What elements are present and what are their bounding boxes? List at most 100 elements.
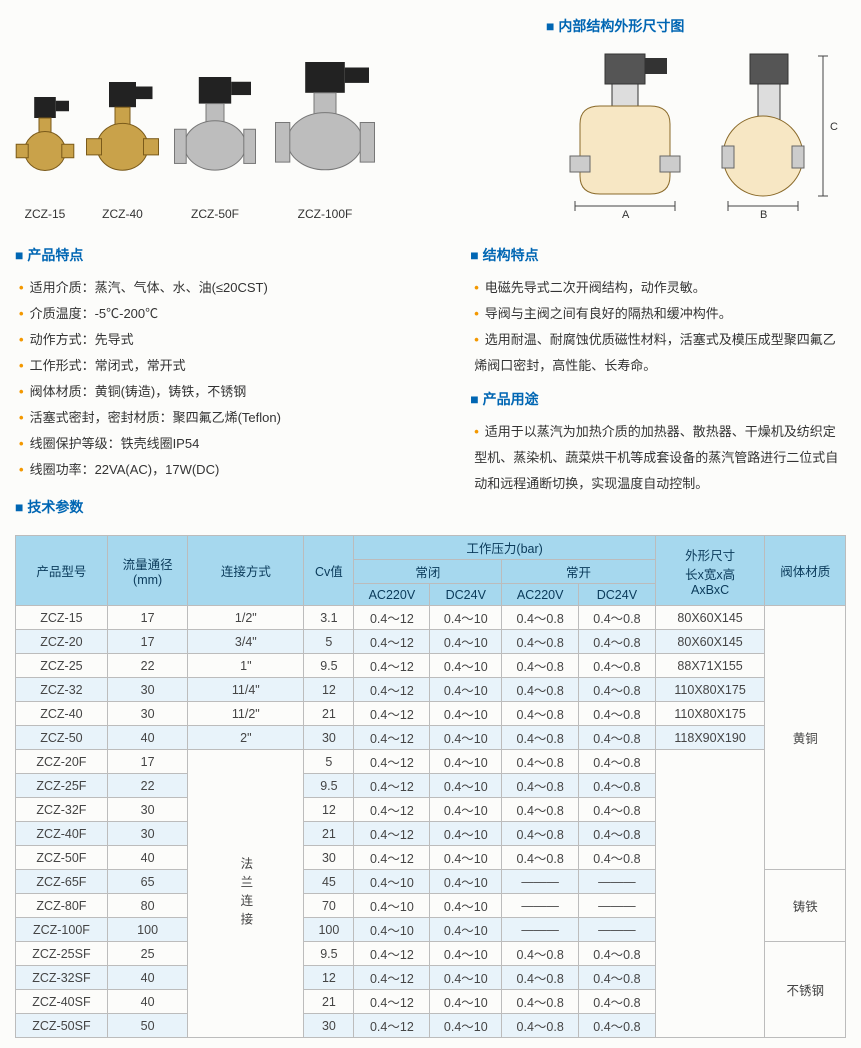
table-cell: ——— bbox=[502, 870, 579, 894]
table-cell: 0.4～12 bbox=[354, 798, 430, 822]
table-cell: 0.4～10 bbox=[430, 894, 502, 918]
table-cell: 40 bbox=[107, 966, 188, 990]
table-cell: 21 bbox=[304, 822, 354, 846]
table-cell: 45 bbox=[304, 870, 354, 894]
table-cell: ZCZ-50SF bbox=[16, 1014, 108, 1038]
table-cell: ZCZ-65F bbox=[16, 870, 108, 894]
table-cell: 0.4～0.8 bbox=[502, 654, 579, 678]
table-cell: ZCZ-100F bbox=[16, 918, 108, 942]
table-cell: 0.4～10 bbox=[354, 894, 430, 918]
table-cell: 0.4～10 bbox=[430, 654, 502, 678]
cross-section-a: A bbox=[550, 46, 700, 221]
table-cell: 80X60X145 bbox=[655, 606, 765, 630]
table-cell: 0.4～12 bbox=[354, 846, 430, 870]
table-cell: 50 bbox=[107, 1014, 188, 1038]
table-cell: 0.4～10 bbox=[430, 702, 502, 726]
features-column: 产品特点 适用介质：蒸汽、气体、水、油(≤20CST)介质温度：-5℃-200℃… bbox=[15, 239, 440, 527]
table-cell: 0.4～0.8 bbox=[502, 1014, 579, 1038]
table-cell: 40 bbox=[107, 726, 188, 750]
spec-title: 技术参数 bbox=[15, 497, 440, 517]
table-cell: 22 bbox=[107, 774, 188, 798]
table-cell: 0.4～12 bbox=[354, 750, 430, 774]
table-cell: 12 bbox=[304, 798, 354, 822]
table-cell: 0.4～10 bbox=[430, 750, 502, 774]
table-cell: ——— bbox=[502, 918, 579, 942]
table-cell: 0.4～10 bbox=[430, 990, 502, 1014]
table-cell: ZCZ-80F bbox=[16, 894, 108, 918]
table-cell: 0.4～10 bbox=[430, 678, 502, 702]
table-cell: 30 bbox=[107, 678, 188, 702]
table-cell: 30 bbox=[107, 798, 188, 822]
table-cell: 0.4～0.8 bbox=[579, 966, 656, 990]
table-cell: 0.4～0.8 bbox=[502, 630, 579, 654]
mat-brass: 黄铜 bbox=[765, 606, 846, 870]
product-ZCZ-15: ZCZ-15 bbox=[15, 82, 75, 221]
svg-text:B: B bbox=[760, 209, 767, 221]
table-cell: 0.4～10 bbox=[430, 870, 502, 894]
table-cell: 12 bbox=[304, 966, 354, 990]
table-cell: 0.4～0.8 bbox=[502, 774, 579, 798]
table-cell: 80 bbox=[107, 894, 188, 918]
list-item: 动作方式：先导式 bbox=[19, 327, 440, 353]
table-cell: 0.4～12 bbox=[354, 822, 430, 846]
table-cell: 0.4～10 bbox=[430, 606, 502, 630]
mid-row: 产品特点 适用介质：蒸汽、气体、水、油(≤20CST)介质温度：-5℃-200℃… bbox=[15, 239, 846, 527]
table-cell: 0.4～0.8 bbox=[502, 990, 579, 1014]
product-label: ZCZ-15 bbox=[15, 207, 75, 221]
spec-table: 产品型号 流量通径(mm) 连接方式 Cv值 工作压力(bar) 外形尺寸长x宽… bbox=[15, 535, 846, 1038]
table-cell: 0.4～0.8 bbox=[502, 846, 579, 870]
svg-text:A: A bbox=[622, 209, 630, 221]
table-cell: ZCZ-50F bbox=[16, 846, 108, 870]
table-cell: 17 bbox=[107, 630, 188, 654]
table-cell: 9.5 bbox=[304, 942, 354, 966]
table-cell: 80X60X145 bbox=[655, 630, 765, 654]
table-cell: 30 bbox=[304, 1014, 354, 1038]
table-cell: 0.4～12 bbox=[354, 966, 430, 990]
table-cell: 0.4～10 bbox=[430, 942, 502, 966]
top-row: ZCZ-15ZCZ-40ZCZ-50FZCZ-100F 内部结构外形尺寸图 A bbox=[15, 10, 846, 221]
table-cell: 0.4～0.8 bbox=[579, 846, 656, 870]
table-cell: 65 bbox=[107, 870, 188, 894]
table-cell: 25 bbox=[107, 942, 188, 966]
table-cell: ZCZ-20F bbox=[16, 750, 108, 774]
table-cell: 1" bbox=[188, 654, 304, 678]
table-cell: ZCZ-40 bbox=[16, 702, 108, 726]
table-cell: 0.4～10 bbox=[430, 918, 502, 942]
table-cell: 0.4～12 bbox=[354, 1014, 430, 1038]
mat-steel: 不锈钢 bbox=[765, 942, 846, 1038]
product-label: ZCZ-40 bbox=[85, 207, 160, 221]
table-cell: ——— bbox=[579, 918, 656, 942]
table-cell: 0.4～12 bbox=[354, 942, 430, 966]
table-cell: ——— bbox=[579, 894, 656, 918]
table-cell: 0.4～0.8 bbox=[579, 726, 656, 750]
table-cell: 5 bbox=[304, 630, 354, 654]
table-cell: 0.4～12 bbox=[354, 654, 430, 678]
table-cell: 100 bbox=[107, 918, 188, 942]
table-cell: ZCZ-15 bbox=[16, 606, 108, 630]
table-cell: 118X90X190 bbox=[655, 726, 765, 750]
table-cell: 0.4～10 bbox=[430, 798, 502, 822]
list-item: 适用于以蒸汽为加热介质的加热器、散热器、干燥机及纺织定型机、蒸染机、蔬菜烘干机等… bbox=[474, 419, 846, 497]
table-cell: 0.4～12 bbox=[354, 630, 430, 654]
table-cell: 9.5 bbox=[304, 654, 354, 678]
list-item: 导阀与主阀之间有良好的隔热和缓冲构件。 bbox=[474, 301, 846, 327]
table-cell: 1/2" bbox=[188, 606, 304, 630]
table-cell: 0.4～0.8 bbox=[502, 702, 579, 726]
table-cell: 30 bbox=[304, 726, 354, 750]
table-cell: 3/4" bbox=[188, 630, 304, 654]
structure-list: 电磁先导式二次开阀结构，动作灵敏。导阀与主阀之间有良好的隔热和缓冲构件。选用耐温… bbox=[470, 275, 846, 379]
table-cell: 9.5 bbox=[304, 774, 354, 798]
table-cell: 0.4～10 bbox=[354, 870, 430, 894]
table-cell: 17 bbox=[107, 750, 188, 774]
table-cell: 0.4～0.8 bbox=[579, 678, 656, 702]
list-item: 介质温度：-5℃-200℃ bbox=[19, 301, 440, 327]
table-cell: ZCZ-25SF bbox=[16, 942, 108, 966]
svg-text:C: C bbox=[830, 121, 838, 133]
diagram-column: 内部结构外形尺寸图 A bbox=[546, 10, 846, 221]
table-cell: 0.4～0.8 bbox=[579, 702, 656, 726]
list-item: 适用介质：蒸汽、气体、水、油(≤20CST) bbox=[19, 275, 440, 301]
table-cell: 110X80X175 bbox=[655, 678, 765, 702]
spec-table-wrap: 产品型号 流量通径(mm) 连接方式 Cv值 工作压力(bar) 外形尺寸长x宽… bbox=[15, 535, 846, 1038]
table-cell: 0.4～0.8 bbox=[502, 822, 579, 846]
table-cell: ZCZ-25F bbox=[16, 774, 108, 798]
